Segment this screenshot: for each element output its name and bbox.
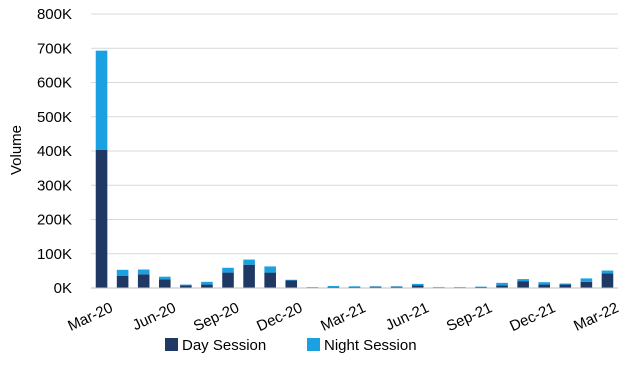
bar-night-session (602, 271, 614, 274)
bar-day-session (285, 280, 297, 288)
y-tick-label: 400K (37, 143, 72, 160)
bar-night-session (96, 51, 108, 150)
x-tick-labels: Mar-20 Jun-20 Sep-20 Dec-20 Mar-21 Jun-21 Sep-… (65, 299, 621, 335)
bar-night-session (243, 260, 255, 265)
x-tick-label: Mar-21 (318, 299, 368, 334)
x-tick-label: Jun-21 (383, 299, 432, 334)
bar-night-session (560, 284, 572, 285)
y-tick-label: 100K (37, 246, 72, 263)
x-tick-label: Sep-21 (444, 299, 495, 335)
bar-night-session (180, 285, 192, 286)
bar-night-session (581, 278, 593, 281)
x-tick-label: Dec-21 (507, 299, 558, 335)
bar-night-session (412, 284, 424, 285)
legend-label-day-session: Day Session (182, 337, 266, 354)
bar-night-session (117, 270, 129, 276)
bars (96, 51, 614, 288)
bar-day-session (222, 273, 234, 288)
bar-night-session (138, 270, 150, 275)
x-tick-label: Mar-22 (571, 299, 621, 334)
bar-day-session (117, 276, 129, 288)
bar-night-session (517, 279, 529, 281)
x-tick-label: Dec-20 (254, 299, 305, 335)
y-tick-labels: 0K 100K 200K 300K 400K 500K 600K 700K 800K (37, 6, 72, 297)
bar-day-session (264, 273, 276, 288)
y-tick-label: 0K (54, 280, 72, 297)
y-tick-label: 500K (37, 109, 72, 126)
bar-day-session (560, 285, 572, 288)
bar-night-session (264, 266, 276, 272)
bar-night-session (222, 268, 234, 273)
bar-night-session (159, 277, 171, 280)
bar-day-session (243, 265, 255, 288)
y-tick-label: 700K (37, 40, 72, 57)
x-tick-label: Jun-20 (130, 299, 179, 334)
y-tick-label: 800K (37, 6, 72, 23)
bar-night-session (349, 286, 361, 287)
gridlines (91, 14, 618, 254)
y-axis-title: Volume (8, 125, 25, 175)
bar-day-session (538, 285, 550, 288)
bar-day-session (96, 150, 108, 288)
y-tick-label: 600K (37, 75, 72, 92)
bar-day-session (159, 279, 171, 288)
bar-day-session (517, 281, 529, 288)
bar-night-session (496, 283, 508, 285)
legend-label-night-session: Night Session (324, 337, 417, 354)
bar-day-session (201, 285, 213, 288)
x-tick-label: Sep-20 (191, 299, 242, 335)
bar-night-session (285, 280, 297, 281)
bar-night-session (201, 282, 213, 285)
legend-swatch-night-session (307, 338, 320, 351)
y-tick-label: 200K (37, 212, 72, 229)
legend: Day Session Night Session (165, 337, 417, 354)
bar-day-session (581, 282, 593, 288)
x-tick-label: Mar-20 (65, 299, 115, 334)
y-tick-label: 300K (37, 177, 72, 194)
bar-night-session (538, 282, 550, 284)
legend-swatch-day-session (165, 338, 178, 351)
bar-night-session (328, 286, 340, 287)
bar-day-session (138, 274, 150, 288)
bar-day-session (602, 273, 614, 288)
